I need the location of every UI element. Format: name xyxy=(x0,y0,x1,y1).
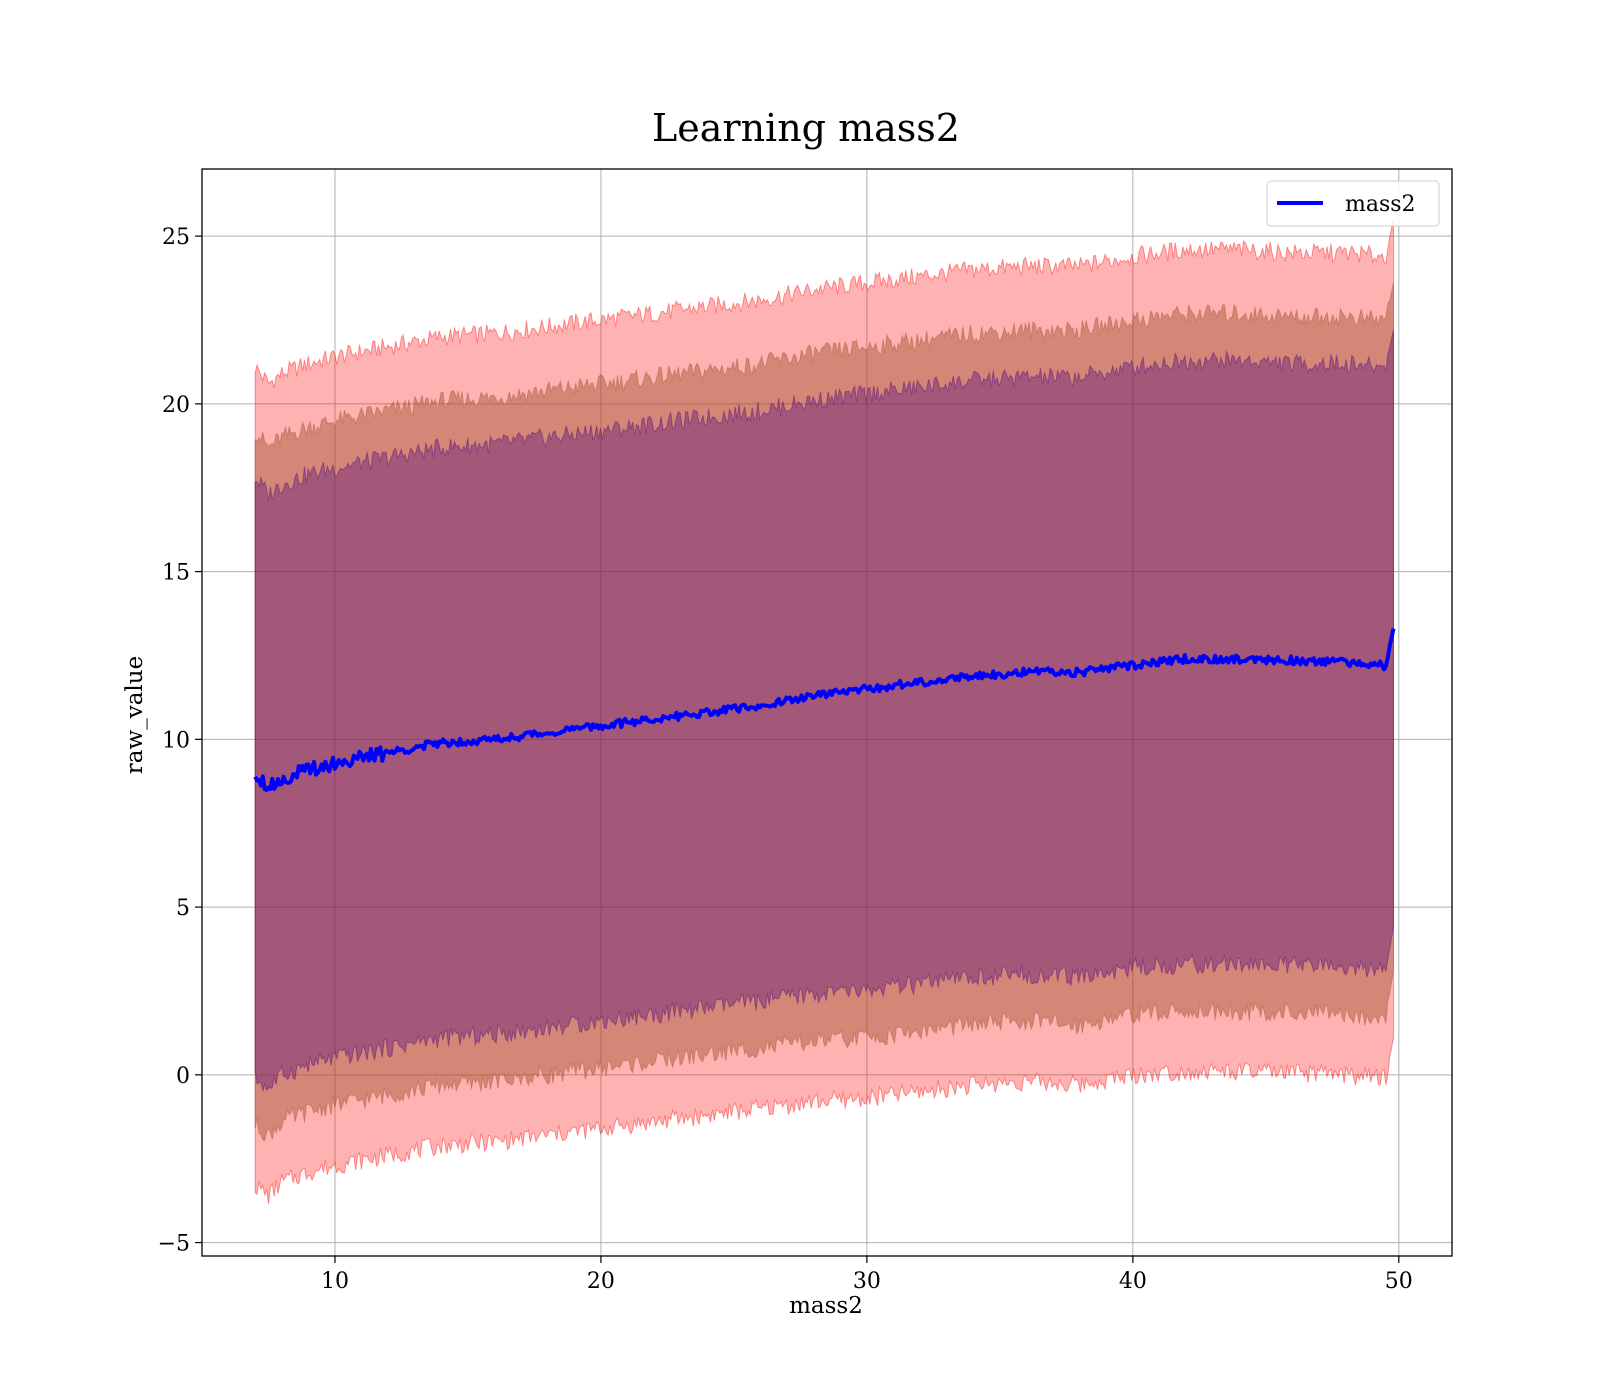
y-axis-label: raw_value xyxy=(122,656,148,774)
y-tick-label: 0 xyxy=(176,1064,190,1089)
series-line-mass2 xyxy=(253,628,1396,792)
band-middle xyxy=(254,282,1394,1142)
legend-label: mass2 xyxy=(1345,192,1416,217)
x-tick-label: 30 xyxy=(853,1269,881,1294)
y-tick-label: 25 xyxy=(162,225,190,250)
y-tick-label: −5 xyxy=(158,1232,190,1257)
chart-title: Learning mass2 xyxy=(652,106,960,150)
y-tick-label: 10 xyxy=(162,728,190,753)
x-tick-label: 40 xyxy=(1119,1269,1147,1294)
legend-box xyxy=(1266,180,1440,227)
y-tick-label: 20 xyxy=(162,393,190,418)
x-tick-label: 10 xyxy=(321,1269,349,1294)
band-inner xyxy=(254,329,1394,1092)
x-tick-label: 50 xyxy=(1385,1269,1413,1294)
band-outer xyxy=(254,219,1394,1204)
plot-frame xyxy=(201,168,1453,1257)
plot-area: 10 20 30 40 50 −5 0 5 10 15 20 25 mass2 xyxy=(158,168,1453,1294)
y-tick-label: 15 xyxy=(162,561,190,586)
x-axis-label: mass2 xyxy=(789,1293,863,1319)
x-tick-label: 20 xyxy=(587,1269,615,1294)
y-tick-label: 5 xyxy=(176,896,190,921)
